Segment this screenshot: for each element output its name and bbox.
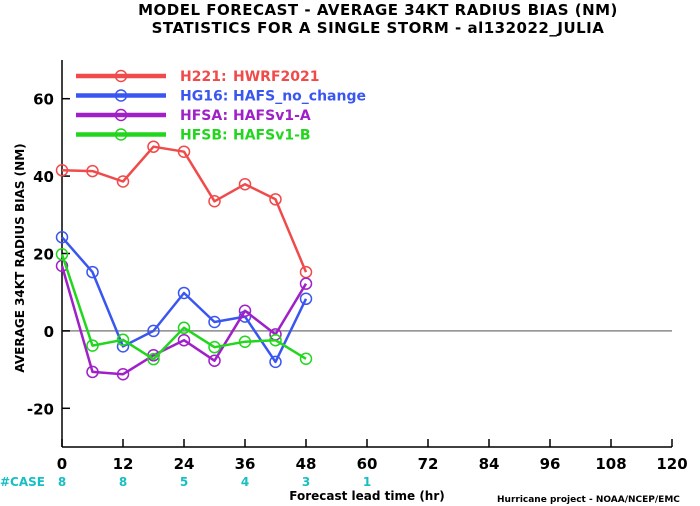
legend: H221: HWRF2021 HG16: HAFS_no_change HFSA: HAF…	[76, 69, 366, 144]
series-point	[177, 145, 191, 158]
legend-marker	[114, 108, 128, 122]
series-line	[61, 236, 308, 364]
series-point	[86, 164, 99, 178]
legend-marker	[114, 128, 128, 141]
series-point	[208, 340, 221, 354]
case-count: 3	[302, 475, 310, 489]
credit-text: Hurricane project - NOAA/NCEP/EMC	[497, 495, 680, 505]
x-tick-label: 60	[357, 455, 378, 473]
case-count: 8	[119, 475, 127, 489]
series-hafsv1-b	[55, 248, 313, 366]
x-tick-label: 120	[656, 455, 687, 473]
series-line	[61, 145, 308, 273]
legend-item: H221: HWRF2021	[76, 69, 319, 85]
x-tick-label: 24	[174, 455, 195, 473]
legend-series-code: HFSA:	[180, 108, 228, 124]
series-point	[55, 230, 69, 244]
case-row: #CASE 8 8 5 4 3 1	[0, 475, 371, 489]
case-row-label: #CASE	[0, 475, 45, 489]
legend-series-code: HFSB:	[180, 128, 228, 144]
legend-item: HFSA: HAFSv1-A	[76, 108, 311, 124]
case-count: 1	[363, 475, 371, 489]
series-point	[147, 352, 160, 366]
x-tick-label: 96	[540, 455, 561, 473]
series-point	[299, 277, 313, 290]
series-point	[177, 333, 191, 347]
series-point	[238, 177, 252, 191]
case-count: 4	[241, 475, 249, 489]
series-point	[208, 195, 221, 208]
series-point	[116, 367, 130, 381]
series-point	[299, 352, 313, 366]
series-point	[238, 304, 252, 318]
legend-series-label: HAFSv1-A	[233, 108, 311, 124]
series-point	[147, 140, 160, 153]
legend-series-label: HAFSv1-B	[233, 128, 311, 144]
y-tick-label: 60	[33, 91, 54, 109]
series-point	[55, 248, 69, 261]
chart-title-line2: STATISTICS FOR A SINGLE STORM - al132022…	[152, 19, 605, 37]
series-point	[86, 365, 99, 379]
legend-series-label: HWRF2021	[233, 69, 319, 85]
x-tick-label: 84	[479, 455, 500, 473]
x-tick-label: 72	[418, 455, 439, 473]
y-tick-label: 20	[33, 246, 54, 264]
series-hwrf2021	[55, 140, 313, 279]
series-point	[86, 339, 99, 352]
x-axis-label: Forecast lead time (hr)	[289, 489, 445, 503]
case-count: 8	[58, 475, 66, 489]
series-layer	[55, 140, 313, 381]
series-point	[86, 265, 99, 279]
legend-marker	[114, 69, 128, 83]
legend-series-label: HAFS_no_change	[233, 89, 366, 105]
x-tick-label: 36	[235, 455, 256, 473]
series-point	[177, 321, 191, 335]
series-hafsv1-a	[55, 259, 313, 381]
legend-series-code: HG16:	[180, 89, 228, 105]
y-tick-label: 40	[33, 168, 54, 186]
series-line	[60, 253, 307, 361]
legend-series-code: H221:	[180, 69, 227, 85]
series-point	[299, 292, 313, 306]
series-point	[269, 355, 282, 369]
series-line	[60, 265, 308, 376]
x-tick-label: 108	[595, 455, 626, 473]
chart-title-line1: MODEL FORECAST - AVERAGE 34KT RADIUS BIA…	[138, 1, 618, 19]
series-point	[269, 193, 282, 206]
x-tick-label: 0	[57, 455, 67, 473]
series-point	[177, 286, 191, 300]
x-tick-label: 12	[113, 455, 134, 473]
legend-item: HG16: HAFS_no_change	[76, 89, 366, 105]
case-count: 5	[180, 475, 188, 489]
series-point	[208, 354, 221, 367]
axis-ticks: -20 0 20 40 60 0 12 24 36 48 60 72 84 96 108 120	[27, 91, 688, 473]
series-point	[269, 333, 282, 347]
legend-item: HFSB: HAFSv1-B	[76, 128, 311, 144]
y-tick-label: -20	[27, 400, 54, 418]
series-point	[238, 335, 252, 348]
x-tick-label: 48	[296, 455, 317, 473]
plot-frame	[61, 60, 672, 448]
y-axis-label: AVERAGE 34KT RADIUS BIAS (NM)	[13, 143, 27, 372]
series-point	[208, 315, 221, 329]
series-point	[147, 324, 160, 338]
series-point	[116, 175, 130, 188]
legend-marker	[114, 89, 128, 102]
series-point	[55, 164, 69, 177]
series-point	[116, 333, 130, 347]
y-tick-label: 0	[44, 323, 54, 341]
series-hafs-no-change	[55, 230, 313, 369]
